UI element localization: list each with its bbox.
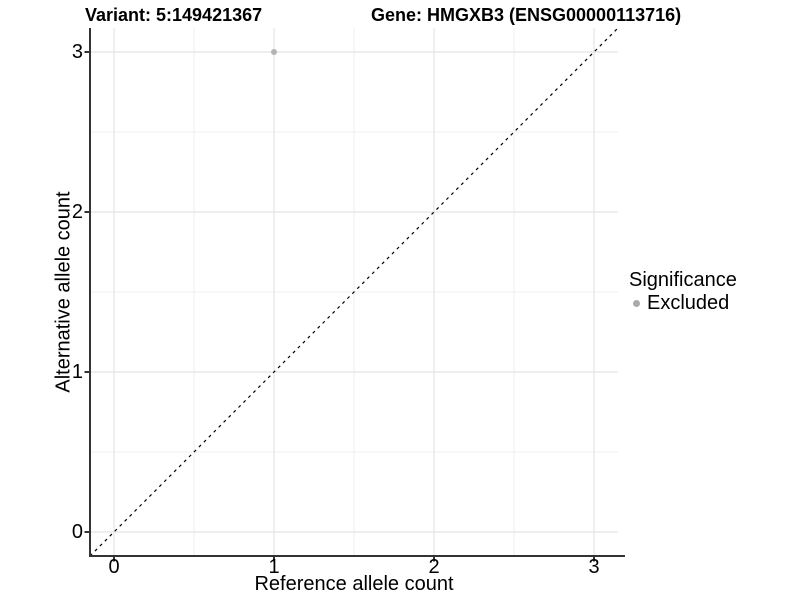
x-tick-label: 1 xyxy=(268,556,280,578)
legend-key-dot-icon xyxy=(633,299,640,307)
x-tick-label: 2 xyxy=(428,556,440,578)
plot-title-variant: Variant: 5:149421367 xyxy=(85,5,263,25)
plot-title-gene: Gene: HMGXB3 (ENSG00000113716) xyxy=(371,5,682,25)
legend-items: Excluded xyxy=(629,292,737,314)
x-tick-label: 0 xyxy=(108,556,120,578)
y-tick-label: 3 xyxy=(71,41,83,63)
x-axis-title: Reference allele count xyxy=(254,573,454,595)
legend-title: Significance xyxy=(629,269,737,291)
y-axis-title: Alternative allele count xyxy=(52,191,75,393)
x-tick-label: 3 xyxy=(588,556,600,578)
legend-item-label: Excluded xyxy=(647,291,730,314)
y-tick-label: 0 xyxy=(71,521,83,543)
legend: Significance Excluded xyxy=(629,268,737,314)
y-tick-label: 2 xyxy=(71,201,83,223)
identity-dashed-line xyxy=(89,27,619,557)
legend-item: Excluded xyxy=(633,292,737,314)
data-point xyxy=(271,49,277,55)
y-tick-label: 1 xyxy=(71,361,83,383)
